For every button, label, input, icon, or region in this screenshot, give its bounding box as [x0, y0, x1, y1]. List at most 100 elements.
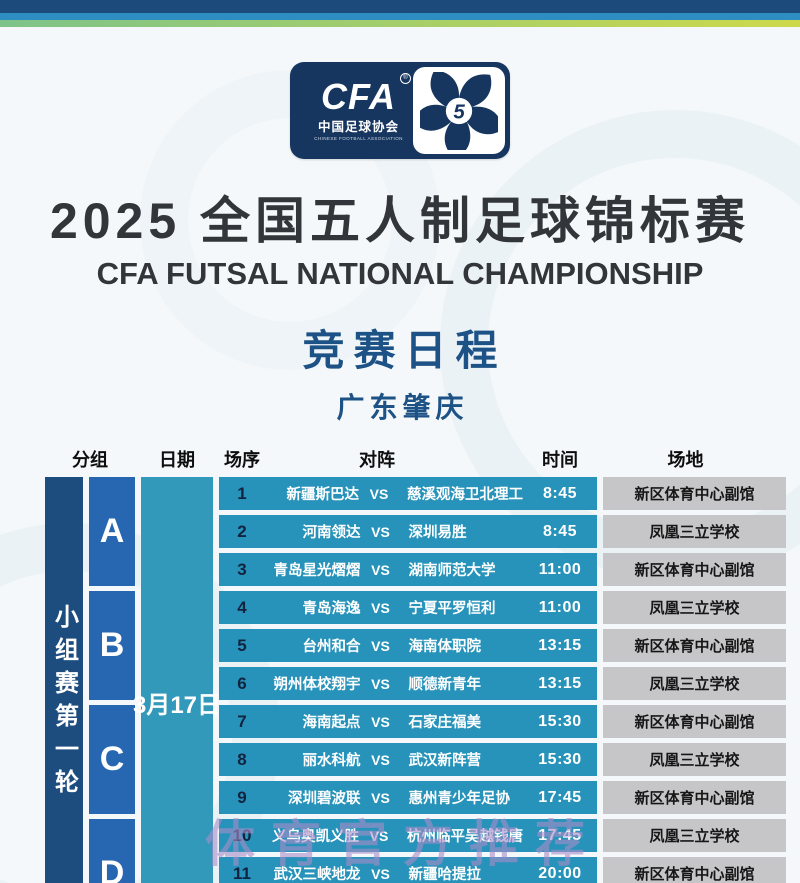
vs-label: VS	[371, 789, 390, 806]
match-number: 10	[232, 825, 252, 845]
vs-label: VS	[371, 561, 390, 578]
blue-stripe	[0, 13, 800, 20]
away-team: 慈溪观海卫北理工	[407, 487, 523, 503]
five-glyph: 5	[453, 100, 465, 123]
away-team: 杭州临平吴越钱唐	[407, 829, 523, 845]
venue-cell: 新区体育中心副馆	[603, 705, 786, 738]
match-time: 17:45	[538, 826, 582, 844]
venue-cell: 凤凰三立学校	[603, 667, 786, 700]
vs-label: VS	[371, 599, 390, 616]
header-matchup: 对阵	[359, 450, 395, 470]
match-time: 15:30	[538, 750, 582, 768]
home-team: 河南领达	[302, 525, 361, 541]
cfa-logo: CFA ® 中国足球协会 CHINESE FOOTBALL ASSOCIATIO…	[290, 62, 510, 159]
away-team: 新疆哈提拉	[408, 867, 481, 883]
venue-cell: 新区体育中心副馆	[603, 781, 786, 814]
home-team: 丽水科航	[302, 753, 361, 769]
vs-label: VS	[371, 637, 390, 654]
match-row: 1 新疆斯巴达 VS 慈溪观海卫北理工 8:45	[219, 477, 597, 510]
match-number: 11	[233, 863, 251, 883]
group-cell-d: D	[89, 819, 135, 883]
venue-cell: 新区体育中心副馆	[603, 477, 786, 510]
match-row: 5 台州和合 VS 海南体职院 13:15	[219, 629, 597, 662]
venue-cell: 新区体育中心副馆	[603, 857, 786, 883]
group-cell-b: B	[89, 591, 135, 700]
cfa-wordmark: CFA	[321, 76, 396, 118]
header-date: 日期	[159, 450, 195, 470]
match-number: 5	[237, 635, 247, 655]
event-title: 2025 全国五人制足球锦标赛	[49, 193, 751, 249]
match-number: 8	[237, 749, 247, 769]
match-time: 13:15	[538, 636, 582, 654]
match-number: 4	[237, 597, 247, 617]
home-team: 朔州体校翔宇	[273, 677, 361, 693]
venue-cell: 凤凰三立学校	[603, 743, 786, 776]
header-venue: 场地	[667, 450, 704, 470]
match-row: 8 丽水科航 VS 武汉新阵营 15:30	[219, 743, 597, 776]
away-team: 宁夏平罗恒利	[408, 601, 496, 617]
match-time: 11:00	[538, 560, 582, 578]
futsal-five-emblem: 5	[413, 67, 505, 154]
away-team: 石家庄福美	[408, 715, 481, 731]
match-number: 7	[237, 711, 247, 731]
match-time: 17:45	[538, 788, 582, 806]
venue-cell: 新区体育中心副馆	[603, 629, 786, 662]
date-cell: 3月17日	[133, 477, 221, 883]
vs-label: VS	[369, 827, 389, 844]
home-team: 武汉三峡地龙	[273, 867, 361, 883]
home-team: 深圳碧波联	[287, 791, 361, 807]
match-time: 8:45	[542, 484, 578, 502]
match-row: 6 朔州体校翔宇 VS 顺德新青年 13:15	[219, 667, 597, 700]
vs-label: VS	[371, 675, 390, 692]
table-header-row: 分组 日期 场序 对阵 时间 场地	[45, 446, 786, 472]
venue-cell: 凤凰三立学校	[603, 819, 786, 852]
match-row: 4 青岛海逸 VS 宁夏平罗恒利 11:00	[219, 591, 597, 624]
away-team: 惠州青少年足协	[408, 791, 510, 807]
away-team: 湖南师范大学	[408, 563, 496, 579]
home-team: 义乌奥凯义胜	[272, 829, 359, 845]
match-number: 3	[237, 559, 247, 579]
vs-label: VS	[371, 751, 390, 768]
pinwheel-icon: 5	[420, 71, 498, 150]
vs-label: VS	[371, 523, 390, 540]
match-row: 9 深圳碧波联 VS 惠州青少年足协 17:45	[219, 781, 597, 814]
away-team: 顺德新青年	[408, 677, 481, 693]
header-order: 场序	[224, 450, 260, 470]
vs-label: VS	[371, 713, 390, 730]
header-time: 时间	[542, 450, 578, 470]
header-group: 分组	[72, 450, 108, 470]
phase-cell: 小组赛第一轮	[45, 477, 83, 883]
home-team: 新疆斯巴达	[286, 487, 360, 503]
match-number: 6	[237, 673, 247, 693]
match-number: 1	[237, 483, 247, 503]
cfa-chinese-name: 中国足球协会	[317, 120, 399, 135]
match-row: 7 海南起点 VS 石家庄福美 15:30	[219, 705, 597, 738]
vs-label: VS	[369, 485, 389, 502]
match-number: 9	[237, 787, 247, 807]
match-number: 2	[237, 521, 247, 541]
green-stripe	[0, 20, 800, 27]
schedule-heading: 竞赛日程	[302, 327, 507, 374]
vs-label: VS	[371, 865, 390, 882]
match-time: 20:00	[538, 864, 582, 882]
host-city: 广东肇庆	[336, 392, 469, 423]
match-row: 10 义乌奥凯义胜 VS 杭州临平吴越钱唐 17:45	[219, 819, 597, 852]
navy-stripe	[0, 0, 800, 13]
venue-cell: 凤凰三立学校	[603, 515, 786, 548]
match-time: 11:00	[538, 598, 582, 616]
home-team: 青岛星光熠熠	[273, 563, 361, 579]
match-time: 15:30	[538, 712, 582, 730]
cfa-logo-text-block: CFA ® 中国足球协会 CHINESE FOOTBALL ASSOCIATIO…	[304, 73, 413, 141]
football-registered-icon: ®	[400, 73, 411, 85]
home-team: 海南起点	[302, 715, 361, 731]
away-team: 深圳易胜	[408, 525, 467, 541]
match-time: 13:15	[538, 674, 582, 692]
away-team: 武汉新阵营	[408, 753, 481, 769]
match-row: 11 武汉三峡地龙 VS 新疆哈提拉 20:00	[219, 857, 597, 883]
group-cell-a: A	[89, 477, 135, 586]
cfa-english-name: CHINESE FOOTBALL ASSOCIATION	[314, 135, 403, 141]
group-cell-c: C	[89, 705, 135, 814]
schedule-table: 小组赛第一轮 A B C D 3月17日 1 新疆斯巴达 VS 慈溪观海卫北理工…	[45, 477, 786, 883]
top-decorative-bars	[0, 0, 800, 27]
